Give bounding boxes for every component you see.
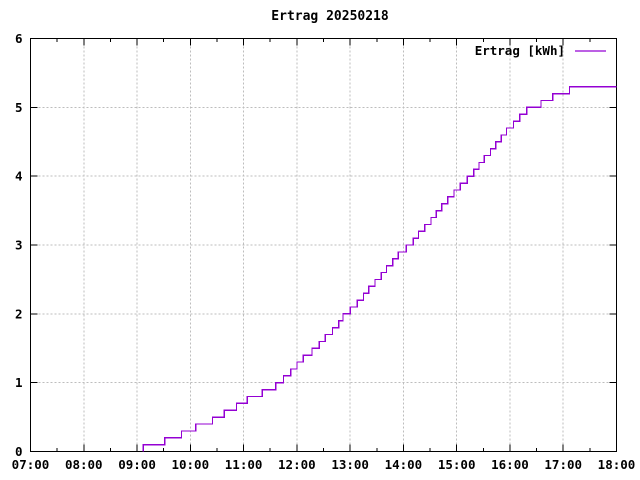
legend: Ertrag [kWh] xyxy=(475,43,606,58)
x-tick-label: 16:00 xyxy=(491,457,529,472)
y-tick-label: 4 xyxy=(15,169,23,184)
x-tick-label: 18:00 xyxy=(598,457,636,472)
x-tick-label: 12:00 xyxy=(278,457,316,472)
x-tick-label: 08:00 xyxy=(65,457,103,472)
chart-title: Ertrag 20250218 xyxy=(271,9,389,24)
y-tick-label: 5 xyxy=(15,100,23,115)
x-tick-label: 14:00 xyxy=(385,457,423,472)
legend-label: Ertrag [kWh] xyxy=(475,43,565,58)
x-tick-label: 13:00 xyxy=(331,457,369,472)
x-tick-label: 15:00 xyxy=(438,457,476,472)
x-tick-label: 09:00 xyxy=(118,457,156,472)
y-tick-label: 6 xyxy=(15,31,23,46)
x-tick-label: 07:00 xyxy=(12,457,50,472)
y-tick-label: 3 xyxy=(15,238,23,253)
y-tick-label: 1 xyxy=(15,375,23,390)
y-tick-label: 2 xyxy=(15,306,23,321)
x-tick-label: 17:00 xyxy=(544,457,582,472)
x-tick-label: 11:00 xyxy=(225,457,263,472)
y-tick-label: 0 xyxy=(15,444,23,459)
x-tick-label: 10:00 xyxy=(171,457,209,472)
series-line xyxy=(142,86,617,452)
plot-area: 07:00 08:00 09:00 10:00 11:00 12:00 13:00 14:00… xyxy=(12,31,636,472)
